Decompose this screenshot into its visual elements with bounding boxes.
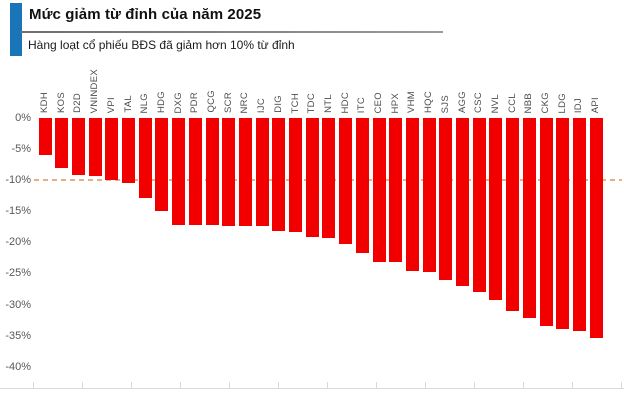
x-axis-label-ijc: IJC [256,97,268,113]
x-axis-label-kdh: KDH [39,92,50,113]
bar-qcg [205,118,219,225]
x-axis-label-hpx: HPX [389,92,401,113]
bar-vnindex [88,118,102,176]
bar-hqc [422,118,436,273]
title-underline [20,31,443,33]
x-axis-label-kos: KOS [55,92,67,113]
bar-dig [272,118,286,232]
bar-ntl [322,118,336,238]
x-axis-label-idj: IDJ [573,97,585,113]
y-axis-label: -25% [5,267,31,280]
x-axis-label-nlg: NLG [139,92,151,113]
x-axis-label-itc: ITC [356,96,368,113]
bar-csc [472,118,486,293]
x-axis-label-vnindex: VNINDEX [89,68,101,113]
x-axis-tick-marks [33,382,623,388]
chart-subtitle: Hàng loạt cổ phiếu BĐS đã giảm hơn 10% t… [28,38,295,52]
x-axis-label-d2d: D2D [72,93,84,113]
x-axis-label-hqc: HQC [423,90,435,113]
y-axis-label: -5% [11,143,31,156]
x-axis-label-sjs: SJS [439,94,451,113]
y-axis-label: -15% [5,205,31,218]
x-axis-label-hdg: HDG [155,90,167,113]
bar-kos [55,118,69,169]
bar-ckg [539,118,553,326]
bar-tch [289,118,302,232]
x-axis-label-scr: SCR [222,92,234,113]
chart-title: Mức giảm từ đỉnh của năm 2025 [29,6,262,23]
bar-agg [456,118,469,286]
x-axis-label-tdc: TDC [306,92,318,113]
x-axis-label-csc: CSC [473,92,485,113]
x-axis-label-nrc: NRC [239,91,251,113]
x-axis-label-hdc: HDC [339,91,351,113]
x-axis-label-nvl: NVL [489,93,501,113]
bar-kdh [38,118,52,155]
y-axis-label: -20% [5,236,31,249]
y-axis-label: -40% [5,360,31,373]
x-axis-label-nbb: NBB [523,92,535,113]
bar-vpi [105,118,119,181]
bar-itc [355,118,369,253]
x-axis-label-ceo: CEO [373,91,384,114]
bar-pdr [188,118,202,225]
x-axis-label-ldg: LDG [556,92,568,113]
x-axis-label-ckg: CKG [540,91,551,114]
bar-nvl [489,118,503,301]
bar-d2d [71,118,85,175]
bar-ceo [372,118,386,262]
y-axis-label: -35% [5,329,31,342]
bar-ijc [255,118,269,227]
bar-api [589,118,603,339]
bar-sjs [439,118,453,280]
x-axis-label-pdr: PDR [189,92,201,113]
bar-ccl [506,118,520,311]
bar-tdc [305,118,319,237]
bar-ldg [556,118,570,330]
x-axis-label-dig: DIG [272,95,284,113]
x-axis-label-tal: TAL [122,95,134,113]
bar-nbb [522,118,536,319]
header-accent-bar [10,3,22,56]
bar-hdg [155,118,169,211]
x-axis-line [0,388,624,389]
bar-hpx [389,118,403,263]
y-axis-label: 0% [15,112,31,124]
x-axis-label-agg: AGG [456,90,468,113]
bar-scr [222,118,236,226]
x-axis-label-dxg: DXG [172,91,184,114]
bar-tal [122,118,135,183]
x-axis-label-tch: TCH [289,92,301,113]
x-axis-label-ntl: NTL [322,94,334,113]
bar-idj [572,118,586,331]
bar-nrc [238,118,252,226]
bar-nlg [138,118,152,199]
y-axis-label: -10% [5,174,31,187]
x-axis-label-api: API [590,96,602,113]
x-axis-label-vhm: VHM [406,90,418,113]
bar-dxg [172,118,186,225]
x-axis-label-ccl: CCL [506,93,518,113]
bar-vhm [405,118,419,271]
x-axis-label-qcg: QCG [206,90,217,113]
y-axis-label: -30% [5,298,31,311]
bar-hdc [339,118,353,245]
x-axis-label-vpi: VPI [105,96,117,113]
